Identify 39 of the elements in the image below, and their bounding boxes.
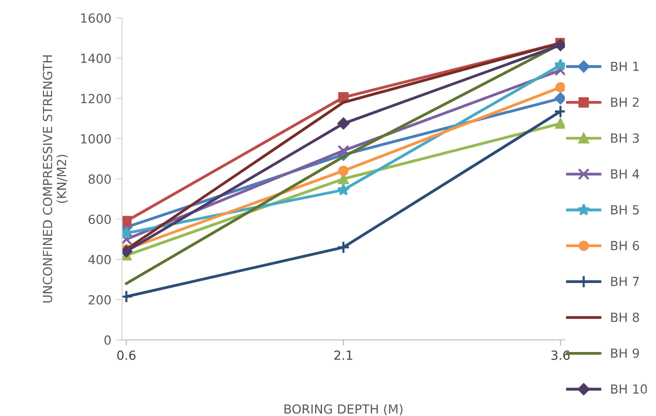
- point: [338, 166, 349, 176]
- point: [554, 58, 565, 71]
- x-axis-title: BORING DEPTH (M): [284, 404, 402, 416]
- y-tick-label: 400: [88, 254, 111, 264]
- legend-label: BH 6: [611, 240, 640, 250]
- legend-label: BH 2: [611, 98, 639, 107]
- legend-label: BH 10: [611, 384, 647, 394]
- legend-label: BH 1: [611, 62, 639, 71]
- point: [122, 216, 132, 226]
- point: [554, 104, 565, 118]
- y-tick-label: 200: [88, 295, 111, 305]
- point: [554, 64, 565, 76]
- point: [338, 92, 349, 103]
- y-tick-label: 1600: [81, 13, 111, 23]
- x-tick-label: 2.1: [334, 350, 352, 360]
- point: [122, 233, 132, 246]
- legend-label: BH 5: [611, 205, 639, 215]
- point: [338, 144, 350, 157]
- point: [554, 39, 565, 52]
- legend-label: BH 4: [611, 169, 640, 178]
- x-tick-label: 3.6: [551, 350, 570, 360]
- y-axis-title: UNCONFINED COMPRESSIVE STRENGTH (KN/M2): [42, 55, 68, 302]
- legend-label: BH 7: [611, 276, 639, 286]
- point: [122, 226, 133, 239]
- point: [555, 82, 565, 93]
- y-tick-label: 1000: [81, 134, 111, 144]
- y-tick-label: 800: [88, 174, 111, 184]
- legend-label: BH 3: [611, 133, 639, 143]
- y-tick-label: 600: [88, 214, 111, 224]
- legend-label: BH 9: [611, 348, 639, 358]
- legend-label: BH 8: [611, 312, 639, 322]
- point: [554, 92, 565, 104]
- y-tick-label: 1200: [81, 94, 111, 104]
- y-tick-label: 1400: [81, 54, 111, 64]
- point: [555, 118, 565, 129]
- point: [122, 290, 133, 304]
- point: [122, 245, 132, 258]
- x-tick-label: 0.6: [117, 350, 136, 360]
- y-tick-label: 0: [104, 335, 111, 345]
